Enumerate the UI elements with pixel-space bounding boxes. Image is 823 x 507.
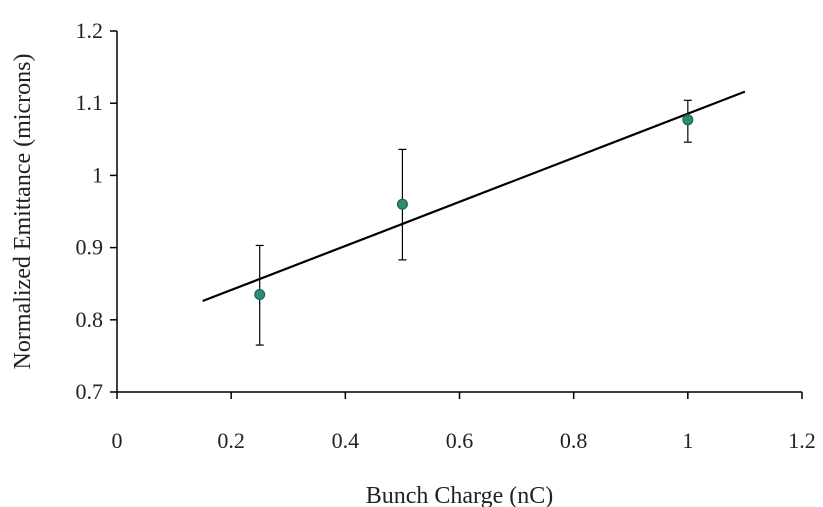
x-tick-label: 0.6 — [446, 428, 474, 453]
y-ticks: 0.7 0.8 0.9 1 1.1 1.2 — [76, 18, 117, 404]
fit-line-group — [202, 90, 746, 303]
y-tick-label: 0.7 — [76, 379, 104, 404]
x-tick-label: 0.8 — [560, 428, 588, 453]
x-tick-label: 1.2 — [788, 428, 816, 453]
trend-line — [202, 90, 746, 303]
axes — [116, 31, 802, 393]
x-axis-title: Bunch Charge (nC) — [366, 483, 554, 507]
y-tick-label: 1 — [92, 162, 103, 187]
y-tick-label: 1.2 — [76, 18, 104, 43]
y-tick-label: 0.9 — [76, 235, 104, 260]
data-point — [254, 289, 266, 301]
y-axis-title: Normalized Emittance (microns) — [10, 54, 36, 370]
x-ticks: 0 0.2 0.4 0.6 0.8 1 1.2 — [112, 392, 816, 453]
data-point — [396, 198, 408, 210]
x-tick-label: 1 — [682, 428, 693, 453]
x-tick-label: 0 — [112, 428, 123, 453]
data-point — [682, 114, 694, 126]
y-tick-label: 1.1 — [76, 90, 104, 115]
x-tick-label: 0.2 — [217, 428, 245, 453]
data-points — [254, 114, 694, 301]
y-tick-label: 0.8 — [76, 307, 104, 332]
x-tick-label: 0.4 — [332, 428, 360, 453]
